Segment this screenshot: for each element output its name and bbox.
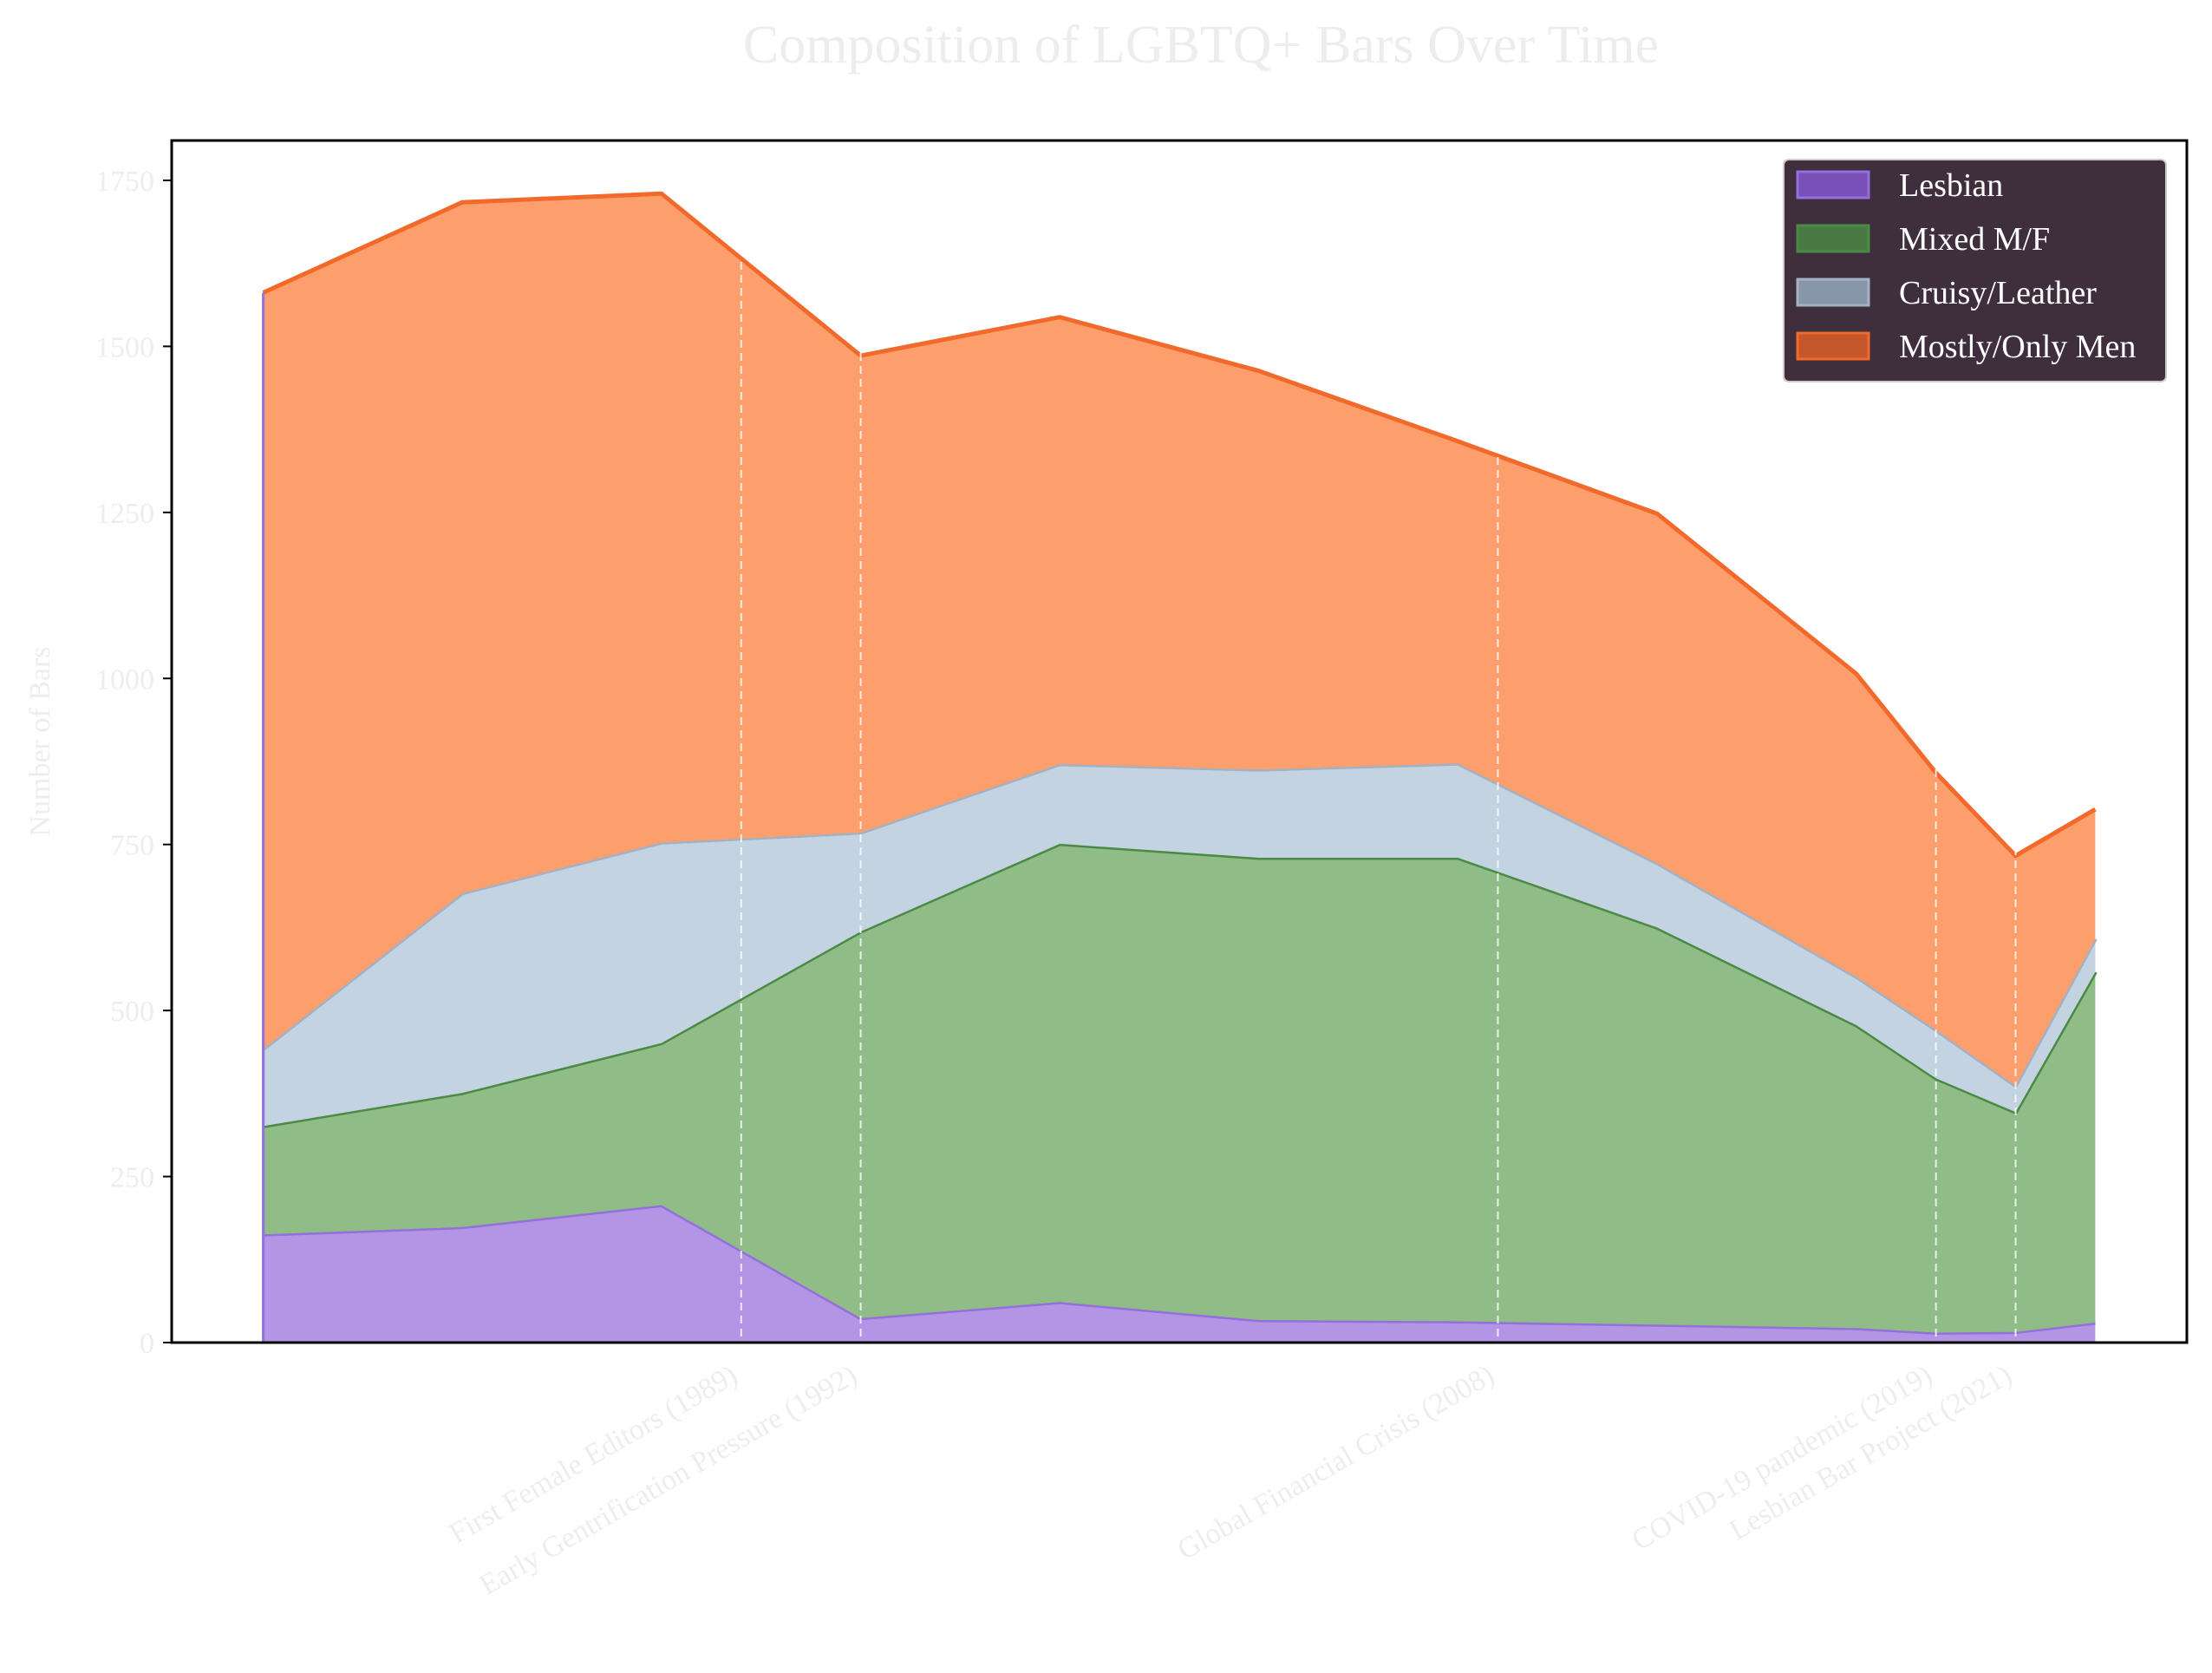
legend: Lesbian Mixed M/F Cruisy/Leather Mostly/Onl… bbox=[1783, 159, 2167, 382]
legend-label-cruisy-leather: Cruisy/Leather bbox=[1899, 275, 2097, 311]
area-mostly-only-men bbox=[263, 193, 2096, 1086]
area-mixed-m-f bbox=[263, 843, 2096, 1333]
y-tick-label-1750: 1750 bbox=[95, 166, 154, 198]
y-axis-label: Number of Bars bbox=[24, 646, 56, 836]
y-tick-label-1500: 1500 bbox=[95, 331, 154, 363]
y-tick-label-0: 0 bbox=[140, 1328, 154, 1360]
stacked-areas bbox=[262, 191, 2098, 1343]
legend-label-mixed-m-f: Mixed M/F bbox=[1899, 221, 2050, 258]
y-tick-label-500: 500 bbox=[110, 996, 154, 1028]
legend-box bbox=[1783, 159, 2167, 382]
y-tick-label-1000: 1000 bbox=[95, 663, 154, 696]
y-axis-ticks: 0 250 500 750 1000 1250 1500 1750 bbox=[95, 166, 172, 1360]
legend-swatch-cruisy-leather bbox=[1796, 278, 1870, 307]
plot-frame bbox=[170, 139, 2189, 1344]
y-tick-label-750: 750 bbox=[110, 830, 154, 862]
y-tick-label-1250: 1250 bbox=[95, 498, 154, 530]
annotation-labels: First Female Editors (1989)Early Gentrif… bbox=[444, 1359, 2018, 1602]
legend-swatch-mostly-only-men bbox=[1796, 331, 1870, 361]
annotation-lines bbox=[740, 262, 2017, 1343]
y-tick-label-250: 250 bbox=[110, 1162, 154, 1194]
legend-label-mostly-only-men: Mostly/Only Men bbox=[1899, 329, 2136, 365]
annotation-label-global-financial-crisis-2008: Global Financial Crisis (2008) bbox=[1172, 1359, 1500, 1566]
legend-swatch-mixed-m-f bbox=[1796, 224, 1870, 253]
chart-title: Composition of LGBTQ+ Bars Over Time bbox=[743, 16, 1659, 75]
legend-label-lesbian: Lesbian bbox=[1899, 167, 2003, 204]
series-line-mostly-only-men bbox=[262, 191, 2097, 859]
series-line-lesbian bbox=[263, 1203, 2096, 1335]
legend-swatch-lesbian bbox=[1796, 170, 1870, 199]
